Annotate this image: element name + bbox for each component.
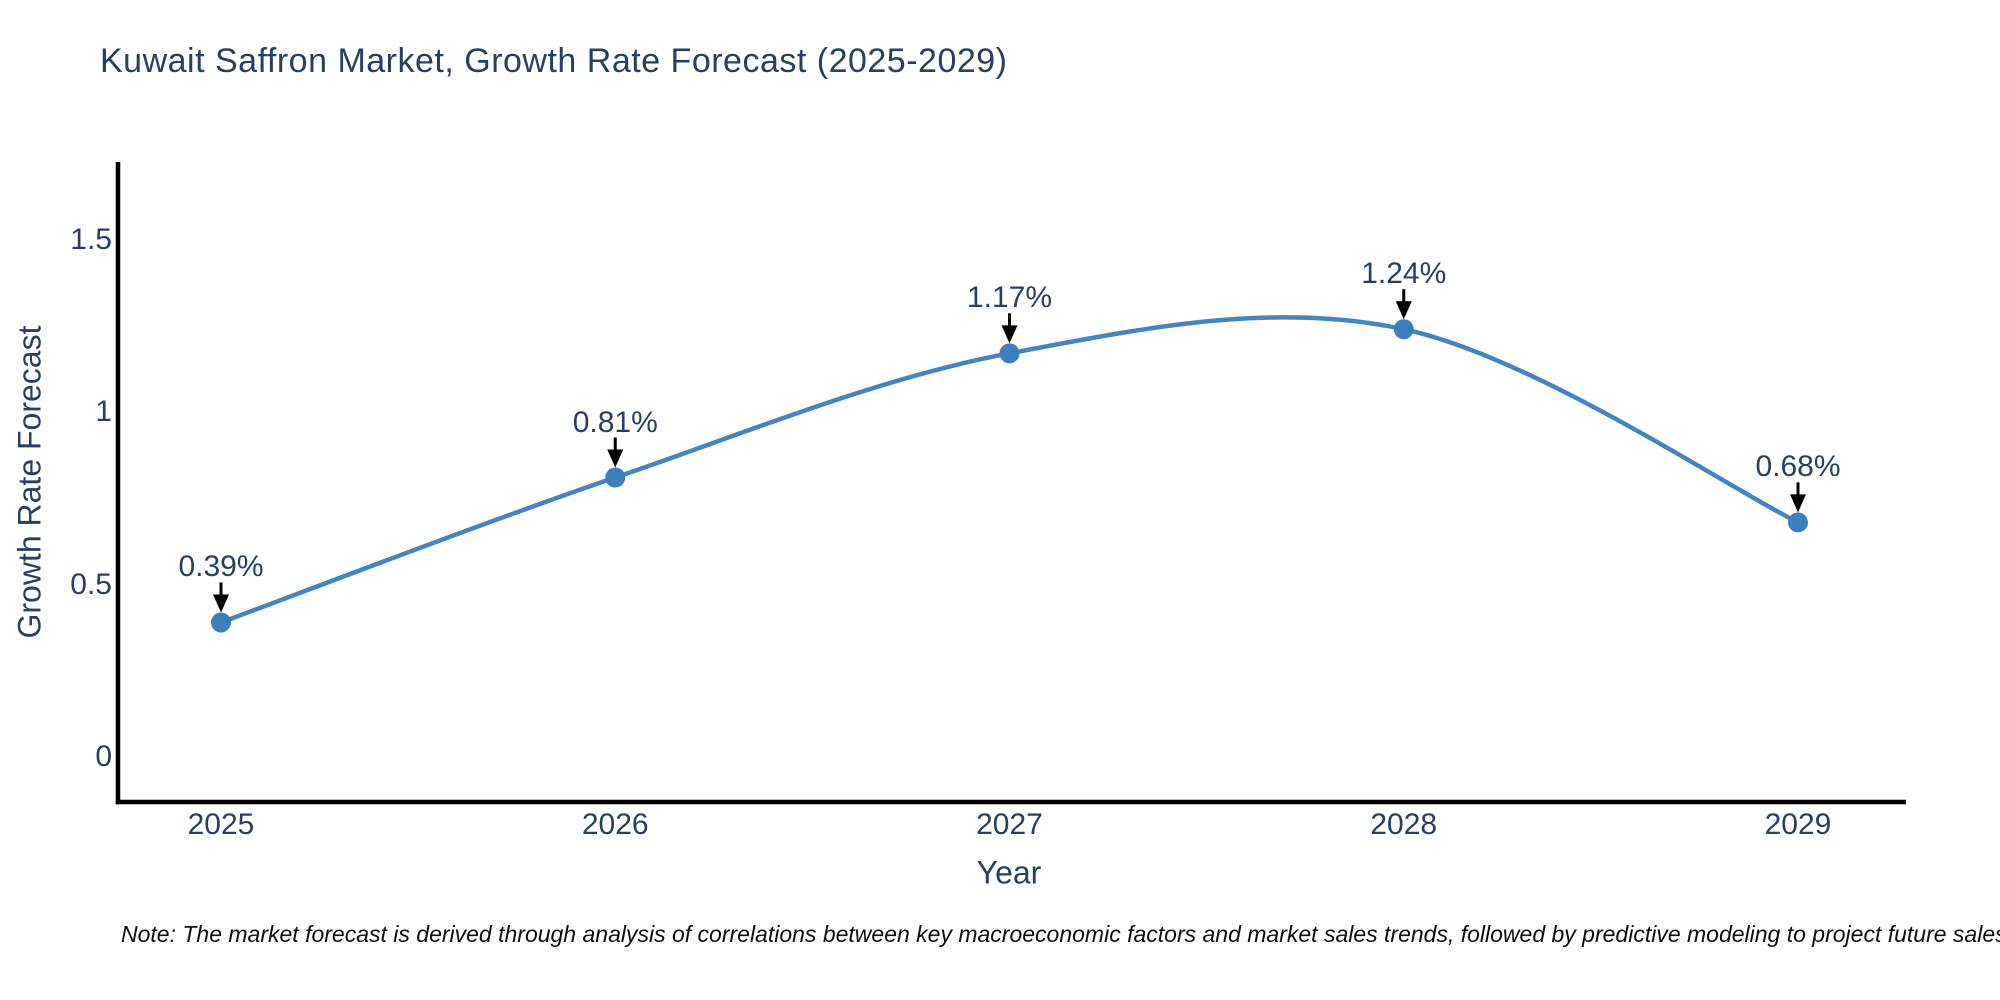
annotation-arrowhead — [1395, 301, 1412, 320]
point-value-label: 0.39% — [178, 550, 264, 584]
footnote: Note: The market forecast is derived thr… — [121, 921, 2000, 947]
point-value-label: 1.17% — [966, 281, 1053, 315]
data-point-marker — [605, 467, 626, 488]
x-tick-label: 2025 — [187, 808, 255, 841]
y-tick-label: 1 — [95, 395, 112, 428]
chart-title: Kuwait Saffron Market, Growth Rate Forec… — [100, 42, 1008, 80]
point-value-label: 1.24% — [1361, 257, 1447, 291]
x-axis-title: Year — [976, 854, 1042, 891]
y-tick-label: 0.5 — [70, 567, 112, 601]
data-point-marker — [1393, 319, 1414, 340]
x-tick-label: 2029 — [1764, 808, 1832, 841]
annotation-arrowhead — [607, 449, 624, 468]
annotation-arrowhead — [213, 594, 229, 613]
data-point-marker — [999, 343, 1020, 364]
data-point-marker — [1788, 512, 1808, 533]
annotation-arrowhead — [1001, 325, 1018, 344]
data-point-marker — [211, 612, 231, 633]
point-value-label: 0.68% — [1755, 450, 1841, 484]
point-value-label: 0.81% — [572, 405, 658, 439]
x-tick-label: 2028 — [1370, 808, 1438, 841]
annotation-arrowhead — [1790, 494, 1806, 513]
x-tick-label: 2026 — [581, 808, 649, 841]
y-tick-label: 0 — [95, 740, 112, 773]
y-tick-label: 1.5 — [70, 222, 112, 256]
x-tick-label: 2027 — [976, 808, 1043, 841]
